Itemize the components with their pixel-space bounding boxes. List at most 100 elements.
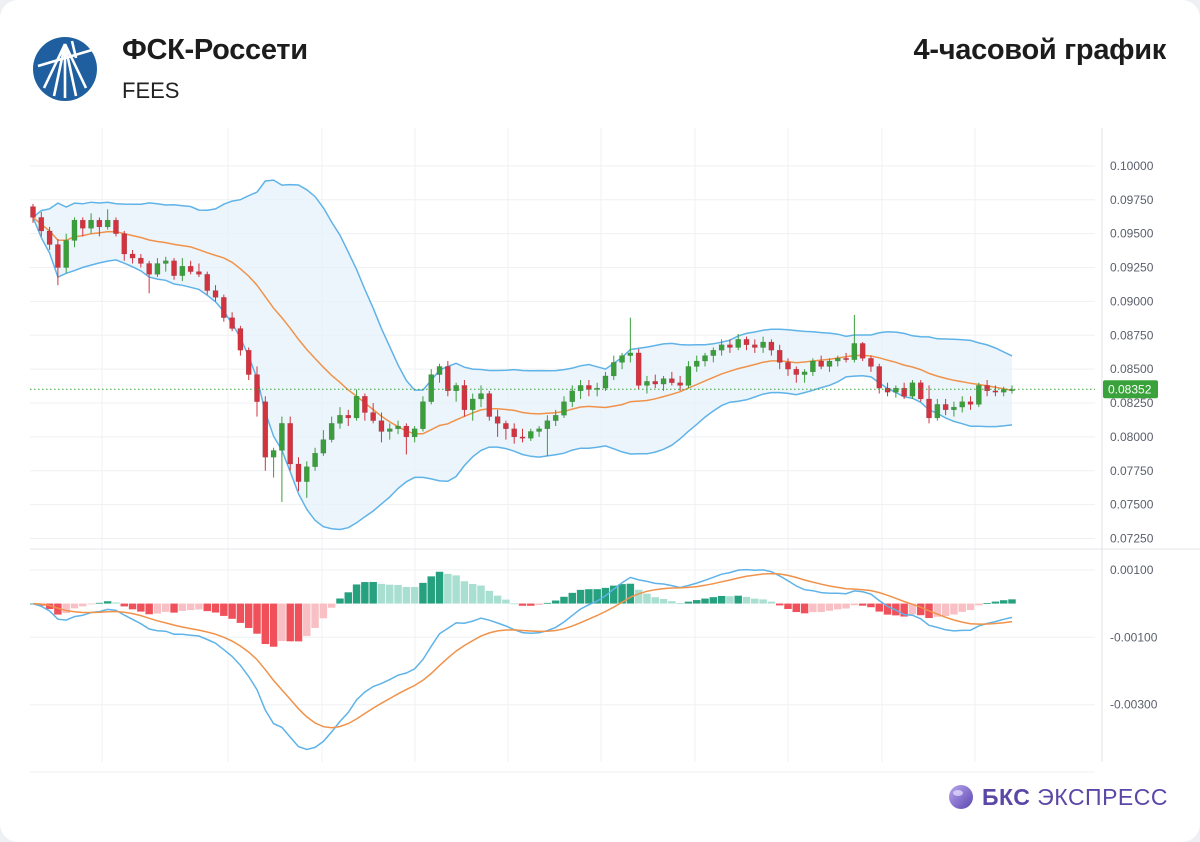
candle-body — [63, 240, 69, 268]
macd-histogram-bar — [676, 603, 684, 605]
macd-histogram-bar — [70, 603, 79, 609]
candle-down — [221, 294, 227, 322]
macd-histogram-bar — [917, 603, 925, 616]
macd-histogram-bar — [87, 603, 95, 605]
macd-histogram-bar — [468, 583, 477, 604]
candle-up — [453, 382, 459, 402]
candle-up — [893, 385, 899, 398]
candle-body — [586, 385, 592, 390]
macd-histogram-bar — [195, 603, 203, 610]
candle-up — [710, 347, 717, 363]
candle-up — [428, 369, 435, 405]
macd-histogram-bar — [560, 596, 568, 604]
candle-up — [810, 358, 816, 376]
macd-histogram-bar — [95, 602, 104, 604]
candle-body — [461, 385, 468, 411]
candle-down — [146, 260, 152, 294]
candle-up — [395, 420, 401, 435]
candle-body — [378, 420, 385, 432]
candle-body — [934, 404, 941, 419]
macd-histogram-bar — [303, 603, 311, 637]
candle-body — [544, 420, 551, 429]
price-tick-label: 0.09250 — [1110, 261, 1154, 275]
candle-up — [934, 398, 941, 421]
candle-body — [677, 382, 683, 386]
candle-down — [46, 226, 53, 250]
candle-body — [320, 439, 327, 454]
candle-body — [80, 219, 86, 229]
macd-histogram-bar — [327, 603, 336, 608]
candle-body — [859, 343, 866, 359]
macd-histogram-bar — [834, 603, 842, 610]
macd-histogram-bar — [809, 603, 817, 613]
candle-body — [245, 349, 252, 375]
candle-body — [254, 374, 260, 402]
candle-up — [801, 369, 808, 383]
candle-down — [677, 375, 683, 391]
macd-histogram-bar — [178, 603, 187, 611]
candle-body — [262, 401, 269, 458]
macd-histogram-bar — [775, 603, 784, 606]
macd-histogram-bar — [551, 600, 560, 604]
price-tick-label: 0.08000 — [1110, 430, 1154, 444]
candle-down — [926, 385, 932, 424]
candle-body — [386, 428, 393, 432]
candle-up — [353, 389, 360, 421]
macd-histogram-bar — [477, 585, 485, 604]
candle-down — [295, 457, 302, 492]
candle-body — [752, 344, 758, 348]
candle-body — [843, 358, 849, 360]
macd-histogram-bar — [444, 573, 452, 604]
candle-up — [577, 380, 584, 399]
macd-histogram-bar — [170, 603, 178, 613]
candle-body — [121, 233, 128, 255]
candle-body — [337, 415, 343, 424]
candle-body — [187, 265, 194, 272]
candle-up — [337, 407, 343, 429]
price-tick-label: 0.07250 — [1110, 532, 1154, 546]
macd-histogram-bar — [435, 571, 444, 604]
macd-histogram-bar — [120, 603, 128, 607]
candle-body — [660, 378, 667, 385]
candle-body — [279, 423, 285, 451]
macd-histogram-bar — [800, 603, 809, 614]
candle-down — [403, 423, 410, 455]
candle-body — [818, 360, 824, 367]
macd-histogram-bar — [377, 583, 386, 604]
candle-body — [984, 385, 990, 392]
candle-body — [503, 423, 509, 429]
candle-up — [544, 415, 551, 456]
macd-histogram-bar — [410, 587, 419, 604]
macd-histogram-bar — [394, 584, 402, 604]
candle-body — [685, 366, 692, 386]
candle-down — [652, 374, 659, 389]
macd-pane — [30, 568, 1016, 751]
candle-body — [428, 374, 435, 402]
candle-up — [312, 447, 318, 471]
macd-histogram-bar — [294, 603, 303, 642]
candle-up — [104, 209, 111, 230]
candle-up — [976, 382, 982, 408]
brand-name: БКС ЭКСПРЕСС — [982, 784, 1168, 811]
macd-histogram-bar — [419, 582, 427, 604]
macd-histogram-bar — [153, 603, 162, 614]
candle-body — [96, 219, 103, 228]
candle-body — [851, 343, 858, 360]
macd-histogram-bar — [643, 593, 651, 604]
macd-tick-label: -0.00100 — [1110, 630, 1158, 644]
candle-body — [760, 341, 766, 348]
candle-down — [818, 355, 824, 370]
candle-body — [810, 360, 816, 373]
candle-body — [138, 257, 144, 264]
candle-down — [727, 339, 733, 353]
last-price-label: 0.08352 — [1108, 383, 1152, 397]
candle-up — [718, 339, 725, 356]
candle-up — [71, 217, 78, 248]
macd-histogram-bar — [717, 595, 726, 604]
candle-up — [552, 409, 559, 427]
candle-down — [345, 409, 352, 427]
macd-histogram-bar — [145, 603, 153, 615]
brand-name-rest: ЭКСПРЕСС — [1030, 783, 1168, 810]
macd-histogram-bar — [278, 603, 286, 642]
